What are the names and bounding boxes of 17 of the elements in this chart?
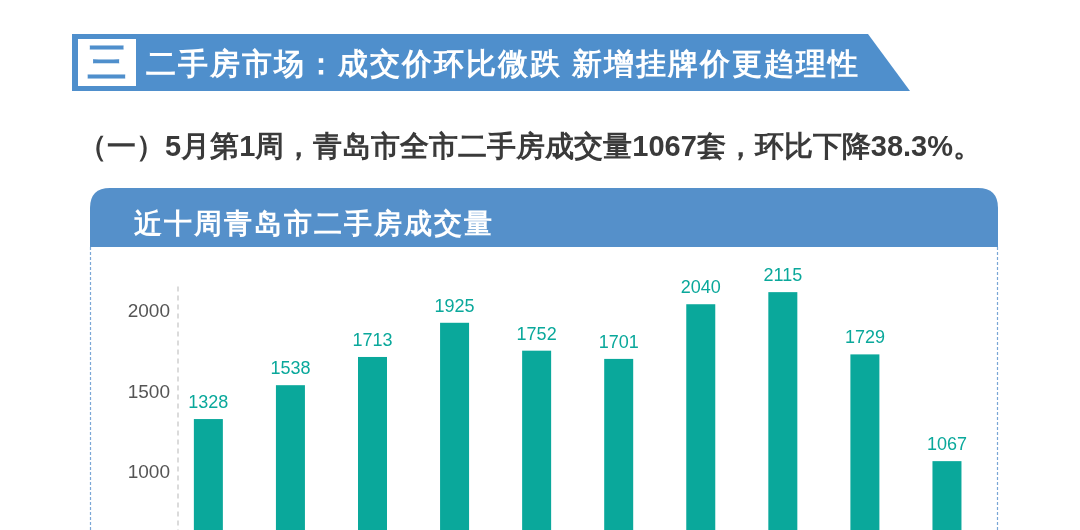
y-tick-label: 1000: [127, 461, 170, 483]
chart-title: 近十周青岛市二手房成交量: [134, 207, 494, 239]
data-label: 1713: [352, 329, 393, 350]
data-label: 1328: [188, 392, 229, 413]
data-label: 2115: [763, 265, 803, 286]
data-label: 1067: [926, 434, 967, 455]
data-label: 1538: [270, 358, 311, 379]
data-label: 1729: [844, 327, 885, 348]
annotation: 二手房市场：成交价环比微跌 新增挂牌价更趋理性: [146, 46, 861, 80]
annotation: （一）5月第1周，青岛市全市二手房成交量1067套，环比下降38.3%。: [78, 130, 982, 162]
data-label: 2040: [680, 277, 721, 298]
annotation: 三: [87, 40, 127, 84]
data-label: 1701: [598, 331, 639, 352]
y-tick-label: 2000: [127, 300, 170, 322]
data-label: 1752: [516, 323, 557, 344]
y-tick-label: 1500: [127, 380, 170, 402]
data-label: 1925: [434, 295, 475, 316]
